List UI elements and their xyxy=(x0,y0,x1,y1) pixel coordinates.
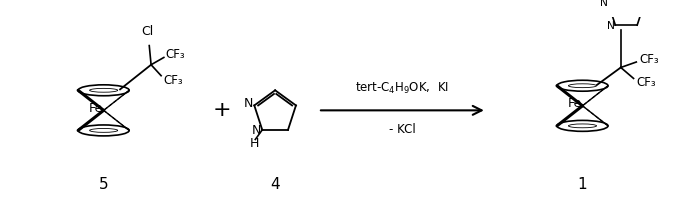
Text: tert-C$_4$H$_9$OK,  KI: tert-C$_4$H$_9$OK, KI xyxy=(355,81,450,96)
Text: Fe: Fe xyxy=(89,102,103,115)
Text: N: N xyxy=(244,97,253,110)
Text: CF₃: CF₃ xyxy=(165,48,185,61)
Text: +: + xyxy=(213,100,232,120)
Text: N: N xyxy=(607,21,615,31)
Text: - KCl: - KCl xyxy=(389,123,416,136)
Text: Fe: Fe xyxy=(568,98,582,111)
Text: H: H xyxy=(250,137,259,150)
Text: N: N xyxy=(600,0,608,8)
Text: CF₃: CF₃ xyxy=(637,76,656,89)
Text: 1: 1 xyxy=(578,177,587,192)
Text: CF₃: CF₃ xyxy=(639,53,659,66)
Text: Cl: Cl xyxy=(141,25,154,38)
Text: 4: 4 xyxy=(270,177,280,192)
Text: N: N xyxy=(252,124,262,137)
Text: 5: 5 xyxy=(99,177,108,192)
Text: CF₃: CF₃ xyxy=(163,74,183,87)
